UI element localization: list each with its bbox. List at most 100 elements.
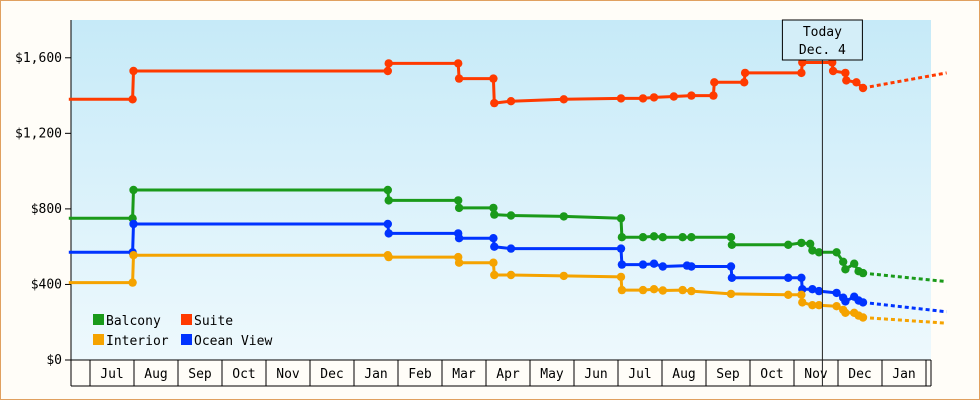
- x-month-label: Oct: [232, 367, 255, 382]
- forecast-line: [862, 271, 947, 284]
- data-point: [687, 262, 696, 271]
- legend: Balcony Suite Interior Ocean View: [93, 314, 272, 349]
- data-point: [616, 214, 626, 223]
- data-point: [490, 98, 499, 108]
- series-interior: [68, 251, 947, 325]
- data-point: [454, 196, 463, 205]
- data-point: [841, 68, 850, 78]
- forecast-line: [862, 300, 947, 314]
- data-point: [649, 259, 659, 268]
- data-point: [128, 278, 137, 287]
- data-point: [832, 288, 841, 298]
- data-point: [858, 313, 868, 322]
- today-date-label: Dec. 4: [799, 43, 846, 58]
- series-balcony: [68, 185, 947, 284]
- data-point: [454, 234, 464, 243]
- data-point: [454, 203, 464, 213]
- x-month-label: Nov: [276, 367, 300, 382]
- x-month-label: Jul: [628, 367, 651, 382]
- data-point: [726, 289, 736, 299]
- data-point: [726, 262, 736, 271]
- data-point: [383, 185, 392, 195]
- legend-swatch: [93, 334, 104, 345]
- x-month-label: Mar: [452, 367, 476, 382]
- x-month-label: Nov: [804, 367, 828, 382]
- legend-swatch: [181, 334, 192, 345]
- x-month-label: Jun: [584, 367, 607, 382]
- data-point: [687, 91, 696, 100]
- data-point: [678, 233, 687, 242]
- data-point: [617, 233, 627, 242]
- y-axis: $0 $400 $800 $1,200 $1,600: [15, 20, 72, 386]
- series-layer: [68, 58, 947, 325]
- x-month-label: Apr: [496, 367, 520, 382]
- data-point: [841, 308, 850, 317]
- data-point: [559, 271, 568, 281]
- legend-swatch: [93, 314, 104, 325]
- data-point: [784, 240, 793, 249]
- data-point: [841, 265, 850, 274]
- series-suite: [68, 58, 947, 108]
- data-point: [129, 185, 138, 195]
- data-point: [850, 259, 859, 268]
- data-point: [489, 74, 498, 83]
- forecast-line: [862, 71, 947, 90]
- x-month-label: Aug: [672, 367, 695, 382]
- data-point: [506, 244, 516, 253]
- data-point: [638, 260, 648, 269]
- data-point: [814, 301, 824, 310]
- data-point: [852, 78, 861, 87]
- data-point: [616, 272, 626, 282]
- data-point: [649, 232, 659, 241]
- data-point: [454, 258, 464, 267]
- data-point: [506, 270, 516, 280]
- data-point: [649, 93, 659, 102]
- x-month-label: Jan: [364, 367, 387, 382]
- data-point: [454, 59, 463, 68]
- x-month-label: Dec: [848, 367, 871, 382]
- data-point: [129, 219, 138, 229]
- data-point: [506, 97, 516, 106]
- data-point: [687, 286, 696, 296]
- data-point: [490, 242, 499, 251]
- data-point: [638, 233, 648, 242]
- legend-label: Interior: [106, 334, 169, 349]
- x-month-label: Dec: [320, 367, 343, 382]
- data-point: [709, 91, 718, 100]
- legend-label: Balcony: [106, 314, 161, 329]
- data-point: [638, 285, 648, 295]
- x-month-label: Sep: [188, 367, 212, 382]
- data-point: [616, 244, 626, 253]
- data-point: [384, 229, 393, 238]
- today-label: Today: [803, 25, 842, 40]
- series-line: [68, 61, 864, 105]
- data-point: [842, 76, 851, 85]
- data-point: [858, 268, 868, 278]
- data-point: [658, 262, 667, 271]
- data-point: [726, 233, 736, 242]
- data-point: [128, 95, 137, 104]
- legend-label: Suite: [194, 314, 233, 329]
- data-point: [383, 219, 392, 229]
- legend-swatch: [181, 314, 192, 325]
- data-point: [489, 234, 498, 243]
- data-point: [858, 298, 868, 307]
- x-month-label: Jul: [100, 367, 123, 382]
- data-point: [727, 273, 737, 282]
- data-point: [797, 273, 806, 282]
- data-point: [129, 251, 138, 260]
- data-point: [710, 78, 719, 87]
- data-point: [129, 66, 138, 76]
- data-point: [808, 285, 817, 294]
- y-tick-label: $0: [46, 353, 62, 368]
- data-point: [638, 94, 648, 103]
- y-tick-label: $400: [31, 277, 62, 292]
- data-point: [839, 257, 848, 266]
- data-point: [798, 298, 807, 307]
- data-point: [727, 240, 737, 249]
- data-point: [828, 66, 838, 76]
- data-point: [678, 285, 687, 295]
- y-tick-label: $1,200: [15, 126, 62, 141]
- legend-label: Ocean View: [194, 334, 272, 349]
